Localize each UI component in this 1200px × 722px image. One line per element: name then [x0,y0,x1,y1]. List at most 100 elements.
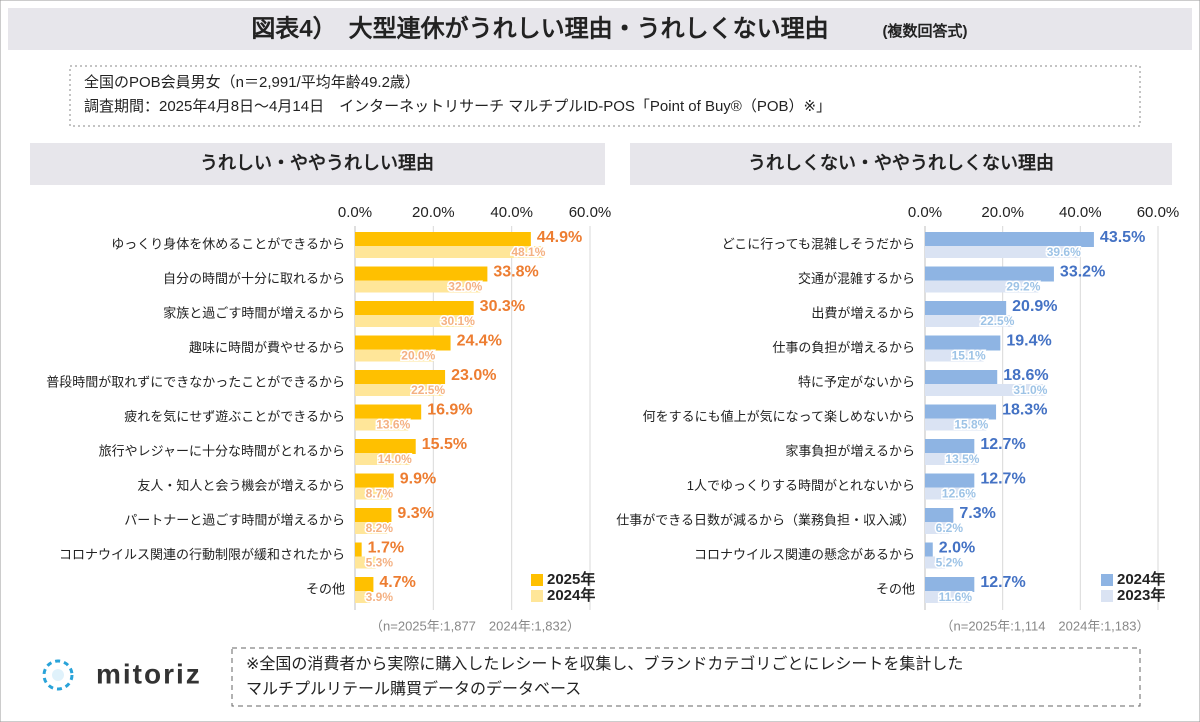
bar [925,404,997,420]
bar [925,591,971,603]
x-tick-label: 60.0% [1137,204,1180,221]
value-label: 3.9% [366,590,394,604]
panel-title: うれしくない・ややうれしくない理由 [748,152,1054,173]
bar [355,508,392,523]
bar [355,280,481,293]
bar [355,246,544,258]
value-label: 30.3% [480,298,525,315]
bar [925,556,946,569]
footnote-box [231,647,1141,707]
bar [925,542,933,558]
value-label: 16.9% [427,402,472,419]
value-label: 48.1% [511,245,545,259]
category-label: その他 [306,581,345,596]
survey-box [69,65,1141,127]
legend-label: 2024年 [1117,570,1165,588]
bar [355,418,409,431]
value-label: 7.3% [959,505,995,522]
bar [355,439,416,454]
bar [355,349,434,362]
value-label: 19.4% [1006,333,1051,350]
value-label: 12.7% [980,471,1025,488]
bar [355,453,410,465]
value-label: 29.2% [1006,280,1040,294]
legend-label: 2023年 [1117,586,1165,604]
category-label: 仕事ができる日数が減るから（業務負担・収入減） [616,512,915,527]
value-label: 8.2% [366,521,394,535]
category-label: 友人・知人と会う機会が増えるから [137,478,345,493]
value-label: 5.2% [936,556,964,570]
bar [355,315,473,327]
bar [925,418,987,431]
category-label: その他 [876,581,915,596]
value-label: 33.8% [493,264,538,281]
value-label: 1.7% [368,540,404,557]
footnote-line: マルチプルリテール購買データのデータベース [246,679,581,698]
category-label: ゆっくり身体を休めることができるから [111,236,345,251]
value-label: 18.6% [1003,367,1048,384]
legend-swatch [531,574,543,586]
bar [925,487,974,500]
bar [925,301,1007,316]
value-label: 31.0% [1013,383,1047,397]
x-tick-label: 40.0% [490,204,533,221]
category-label: どこに行っても混雑しそうだから [722,236,915,251]
bar [355,522,388,534]
category-label: 1人でゆっくりする時間がとれないから [687,478,915,493]
value-label: 15.5% [422,436,467,453]
bar [925,232,1094,247]
panel-header [30,143,605,185]
bar [355,301,474,316]
value-label: 13.6% [376,418,410,432]
legend-label: 2024年 [547,586,595,604]
bar [925,335,1001,351]
survey-line: 調査期間：2025年4月8日～4月14日 インターネットリサーチ マルチプルID… [84,98,831,115]
value-label: 15.1% [952,349,986,363]
value-label: 14.0% [378,452,412,466]
bar [355,232,531,247]
value-label: 11.6% [939,590,973,604]
bar [355,370,446,385]
title-suffix: (複数回答式) [883,22,968,40]
legend-swatch [1101,574,1113,586]
panel-title: うれしい・ややうれしい理由 [200,152,434,173]
value-label: 32.0% [448,280,482,294]
bar [925,473,975,489]
logo-text: mitoriz [96,658,202,689]
category-label: 旅行やレジャーに十分な時間がとれるから [99,443,345,458]
value-label: 24.4% [457,333,502,350]
legend-swatch [531,590,543,602]
sample-note: （n=2025年:1,877 2024年:1,832） [370,618,580,633]
value-label: 2.0% [939,540,975,557]
x-tick-label: 60.0% [569,204,612,221]
value-label: 20.0% [401,349,435,363]
x-tick-label: 40.0% [1059,204,1102,221]
category-label: 普段時間が取れずにできなかったことができるから [46,374,345,389]
footnote-line: ※全国の消費者から実際に購入したレシートを収集し、ブランドカテゴリごとにレシート… [246,654,963,673]
value-label: 30.1% [441,314,475,328]
bar [925,315,1013,327]
value-label: 18.3% [1002,402,1047,419]
value-label: 22.5% [980,314,1014,328]
bar [925,246,1079,258]
bar [925,384,1046,396]
sample-note: （n=2025年:1,114 2024年:1,183） [941,618,1150,633]
value-label: 9.9% [400,471,436,488]
category-label: 仕事の負担が増えるから [772,340,915,355]
bar [925,453,978,465]
bar [925,266,1054,282]
value-label: 33.2% [1060,264,1105,281]
legend-label: 2025年 [547,570,595,588]
value-label: 39.6% [1047,245,1081,259]
category-label: 交通が混雑するから [798,271,915,286]
value-label: 12.6% [942,487,976,501]
bar [355,577,374,592]
category-label: 趣味に時間が費やせるから [189,340,345,355]
value-label: 5.3% [366,556,394,570]
legend-swatch [1101,590,1113,602]
x-tick-label: 20.0% [981,204,1024,221]
bar [925,280,1039,293]
x-tick-label: 20.0% [412,204,455,221]
